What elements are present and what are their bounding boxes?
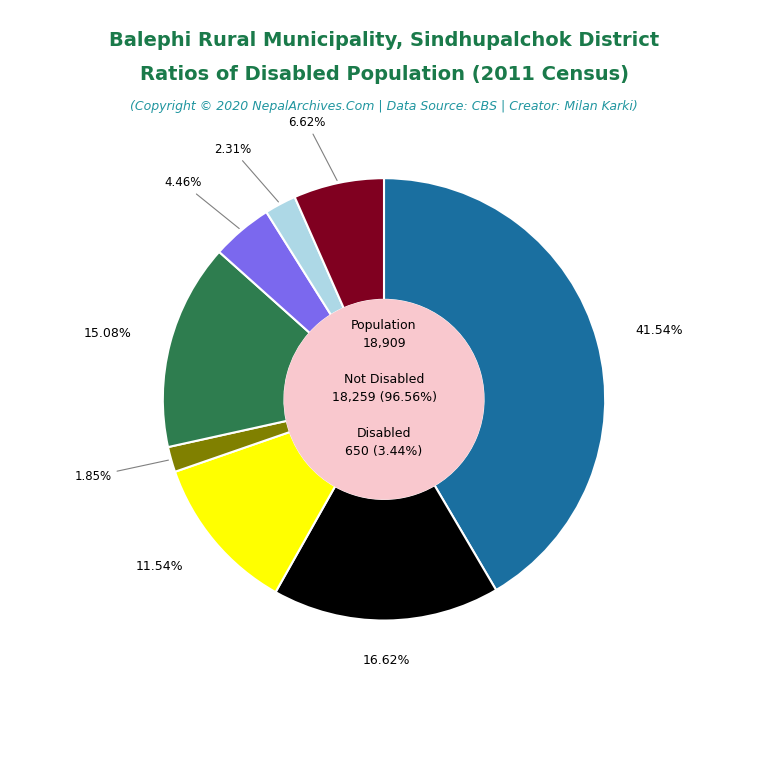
Text: Ratios of Disabled Population (2011 Census): Ratios of Disabled Population (2011 Cens…	[140, 65, 628, 84]
Wedge shape	[163, 252, 310, 447]
Wedge shape	[276, 485, 496, 621]
Text: 2.31%: 2.31%	[214, 143, 279, 202]
Circle shape	[284, 300, 484, 499]
Text: 15.08%: 15.08%	[84, 326, 131, 339]
Wedge shape	[219, 212, 331, 333]
Wedge shape	[175, 432, 335, 592]
Text: 41.54%: 41.54%	[636, 324, 684, 337]
Text: 6.62%: 6.62%	[288, 116, 337, 180]
Text: (Copyright © 2020 NepalArchives.Com | Data Source: CBS | Creator: Milan Karki): (Copyright © 2020 NepalArchives.Com | Da…	[130, 100, 638, 113]
Text: 11.54%: 11.54%	[136, 560, 184, 573]
Wedge shape	[384, 178, 605, 590]
Text: 16.62%: 16.62%	[362, 654, 410, 667]
Text: 4.46%: 4.46%	[164, 177, 239, 229]
Text: 1.85%: 1.85%	[74, 460, 168, 483]
Wedge shape	[168, 421, 290, 472]
Text: Balephi Rural Municipality, Sindhupalchok District: Balephi Rural Municipality, Sindhupalcho…	[109, 31, 659, 50]
Wedge shape	[295, 178, 384, 308]
Text: Population
18,909

Not Disabled
18,259 (96.56%)

Disabled
650 (3.44%): Population 18,909 Not Disabled 18,259 (9…	[332, 319, 436, 458]
Wedge shape	[266, 197, 344, 315]
